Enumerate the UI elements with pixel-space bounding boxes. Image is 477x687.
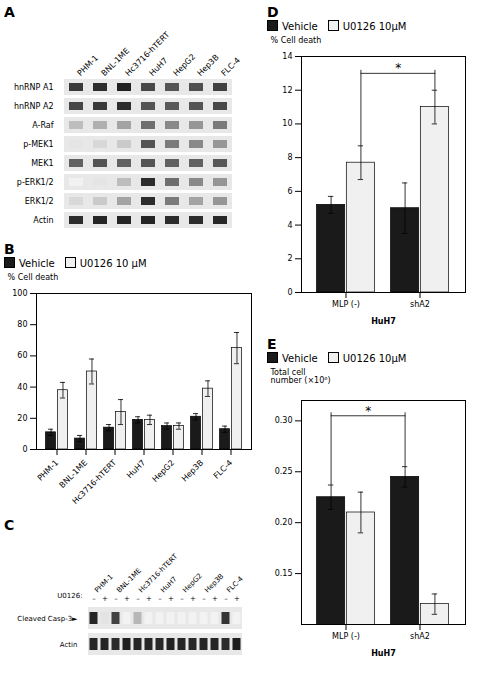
svg-text:60: 60 — [17, 351, 27, 360]
svg-text:Hc3716-hTERT: Hc3716-hTERT — [137, 552, 179, 594]
html-text:A: A — [4, 4, 15, 20]
svg-text:0.30: 0.30 — [275, 416, 293, 425]
svg-text:+: + — [168, 595, 174, 603]
svg-text:HepG2: HepG2 — [172, 52, 198, 78]
svg-text:+: + — [212, 595, 218, 603]
svg-text:HuH7: HuH7 — [371, 317, 396, 326]
svg-text:A-Raf: A-Raf — [32, 121, 53, 130]
svg-text:0: 0 — [287, 288, 292, 297]
html-text:U0126 10μM: U0126 10μM — [342, 353, 407, 364]
svg-text:4: 4 — [287, 221, 292, 230]
svg-text:PHM-1: PHM-1 — [76, 53, 101, 78]
svg-text:+: + — [124, 595, 130, 603]
svg-text:hnRNP A2: hnRNP A2 — [14, 102, 54, 111]
svg-text:100: 100 — [12, 289, 27, 298]
svg-text:Cleaved Casp-3►: Cleaved Casp-3► — [17, 615, 78, 623]
svg-text:–: – — [114, 595, 118, 603]
svg-text:HuH7: HuH7 — [159, 575, 178, 594]
svg-text:Hc3716-hTERT: Hc3716-hTERT — [70, 458, 118, 506]
svg-text:MLP (-): MLP (-) — [332, 300, 360, 309]
svg-text:8: 8 — [287, 153, 292, 162]
svg-text:U0126:: U0126: — [57, 592, 82, 600]
svg-text:HuH7: HuH7 — [371, 649, 396, 658]
svg-text:Actin: Actin — [33, 216, 53, 225]
svg-text:BNL-1ME: BNL-1ME — [99, 46, 132, 78]
svg-text:*: * — [395, 61, 401, 75]
svg-text:MLP (-): MLP (-) — [332, 632, 360, 641]
html-text:Vehicle: Vehicle — [282, 353, 318, 364]
html-text:U0126 10 μM: U0126 10 μM — [79, 258, 147, 269]
svg-text:PHM-1: PHM-1 — [93, 573, 115, 595]
svg-text:MEK1: MEK1 — [31, 159, 53, 168]
svg-text:20: 20 — [17, 414, 27, 423]
svg-text:Total cellnumber (×10⁶): Total cellnumber (×10⁶) — [270, 368, 331, 385]
svg-text:*: * — [365, 404, 371, 418]
svg-text:–: – — [202, 595, 206, 603]
svg-text:FLC-4: FLC-4 — [225, 574, 245, 594]
svg-text:–: – — [92, 595, 96, 603]
svg-text:0.25: 0.25 — [275, 467, 293, 476]
svg-text:–: – — [158, 595, 162, 603]
svg-text:hnRNP A1: hnRNP A1 — [14, 83, 54, 92]
svg-text:BNL-1ME: BNL-1ME — [57, 458, 90, 490]
html-text:Vehicle: Vehicle — [282, 21, 318, 32]
svg-text:Hep3B: Hep3B — [180, 458, 205, 483]
svg-text:shA2: shA2 — [410, 632, 430, 641]
svg-text:HuH7: HuH7 — [148, 56, 170, 78]
svg-text:40: 40 — [17, 383, 27, 392]
svg-text:p-MEK1: p-MEK1 — [23, 140, 53, 149]
svg-text:shA2: shA2 — [410, 300, 430, 309]
svg-text:% Cell death: % Cell death — [271, 36, 322, 45]
svg-text:+: + — [102, 595, 108, 603]
svg-text:0.15: 0.15 — [275, 569, 293, 578]
svg-text:10: 10 — [282, 119, 292, 128]
svg-text:% Cell death: % Cell death — [8, 273, 59, 282]
svg-text:–: – — [136, 595, 140, 603]
svg-text:HepG2: HepG2 — [151, 458, 177, 484]
svg-text:–: – — [180, 595, 184, 603]
svg-text:+: + — [234, 595, 240, 603]
svg-text:12: 12 — [282, 86, 292, 95]
svg-text:HepG2: HepG2 — [181, 572, 204, 595]
svg-text:HuH7: HuH7 — [125, 458, 147, 480]
html-text:B: B — [4, 241, 15, 257]
svg-text:–: – — [224, 595, 228, 603]
html-text:U0126 10μM: U0126 10μM — [342, 21, 407, 32]
html-text:Vehicle: Vehicle — [19, 258, 55, 269]
svg-text:ERK1/2: ERK1/2 — [25, 197, 54, 206]
svg-text:PHM-1: PHM-1 — [36, 458, 61, 483]
svg-text:BNL-1ME: BNL-1ME — [115, 566, 143, 595]
svg-text:FLC-4: FLC-4 — [220, 56, 242, 78]
svg-text:Hep3B: Hep3B — [203, 572, 225, 594]
svg-text:6: 6 — [287, 187, 292, 196]
html-text:E: E — [267, 336, 277, 352]
svg-text:+: + — [190, 595, 196, 603]
svg-text:14: 14 — [282, 52, 292, 61]
svg-text:Hc3716-hTERT: Hc3716-hTERT — [124, 30, 172, 78]
html-text:C: C — [4, 517, 15, 533]
svg-text:p-ERK1/2: p-ERK1/2 — [17, 178, 54, 187]
svg-text:0.20: 0.20 — [275, 518, 293, 527]
svg-text:2: 2 — [287, 254, 292, 263]
svg-text:80: 80 — [17, 320, 27, 329]
svg-text:FLC-4: FLC-4 — [212, 458, 234, 480]
svg-text:+: + — [146, 595, 152, 603]
html-text:D: D — [267, 4, 279, 20]
svg-text:Hep3B: Hep3B — [196, 53, 221, 78]
svg-text:Actin: Actin — [60, 641, 78, 649]
svg-text:0: 0 — [22, 445, 27, 454]
